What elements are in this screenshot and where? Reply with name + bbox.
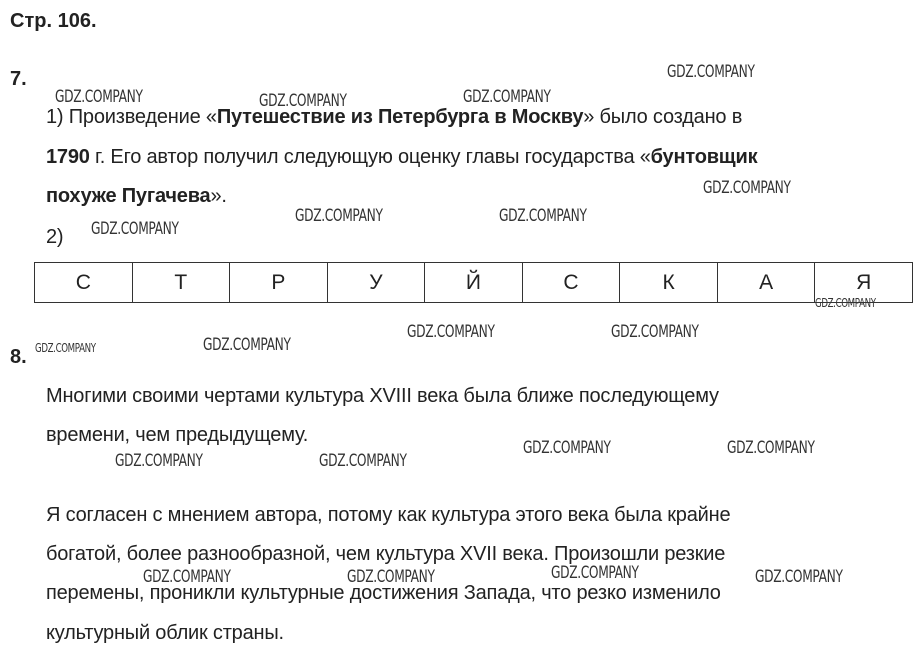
watermark: GDZ.COMPANY [755,567,843,587]
watermark: GDZ.COMPANY [347,567,435,587]
watermark: GDZ.COMPANY [463,87,551,107]
text: г. Его автор получил следующую оценку гл… [89,146,651,168]
quote: бунтовщик [650,146,758,168]
task-8-line: времени, чем предыдущему. [46,424,309,446]
task-7-line-1: 1) Произведение «Путешествие из Петербур… [46,106,742,129]
year: 1790 [46,146,90,168]
watermark: GDZ.COMPANY [499,206,587,226]
letter-cell: Я [814,262,913,303]
task-8-line: Многими своими чертами культура XVIII ве… [46,385,719,407]
text: » было создано в [583,106,743,128]
task-7-part-2-label: 2) [46,226,64,248]
task-7-number: 7. [10,68,27,90]
watermark: GDZ.COMPANY [115,451,203,471]
page-heading: Стр. 106. [10,10,97,32]
watermark: GDZ.COMPANY [523,438,611,458]
watermark: GDZ.COMPANY [703,178,791,198]
task-8-line: культурный облик страны. [46,622,284,644]
letter-cell: А [716,262,816,303]
watermark: GDZ.COMPANY [667,62,755,82]
task-8-line: богатой, более разнообразной, чем культу… [46,543,726,565]
task-8-line: перемены, проникли культурные достижения… [46,582,721,604]
watermark: GDZ.COMPANY [727,438,815,458]
letter-cell: Т [131,262,231,303]
task-7-line-2: 1790 г. Его автор получил следующую оцен… [46,146,758,169]
letter-cell: С [521,262,621,303]
watermark: GDZ.COMPANY [407,322,495,342]
letter-cell: К [619,262,718,303]
task-8-number: 8. [10,346,27,368]
watermark: GDZ.COMPANY [35,341,96,355]
watermark: GDZ.COMPANY [143,567,231,587]
watermark: GDZ.COMPANY [259,91,347,111]
watermark: GDZ.COMPANY [295,206,383,226]
letter-cell: Р [229,262,328,303]
watermark: GDZ.COMPANY [611,322,699,342]
watermark: GDZ.COMPANY [91,219,179,239]
text: 1) Произведение « [46,106,217,128]
letter-cell: С [34,262,133,303]
text: ». [210,185,227,207]
letter-cell: У [326,262,426,303]
letter-cell: Й [424,262,523,303]
task-7-line-3: похуже Пугачева». [46,185,227,208]
watermark: GDZ.COMPANY [319,451,407,471]
watermark: GDZ.COMPANY [203,335,291,355]
watermark: GDZ.COMPANY [551,563,639,583]
watermark: GDZ.COMPANY [815,296,876,310]
quote: похуже Пугачева [46,185,211,207]
book-title: Путешествие из Петербурга в Москву [216,106,584,128]
task-8-line: Я согласен с мнением автора, потому как … [46,504,731,526]
answer-letter-grid: С Т Р У Й С К А Я [34,262,913,303]
watermark: GDZ.COMPANY [55,87,143,107]
